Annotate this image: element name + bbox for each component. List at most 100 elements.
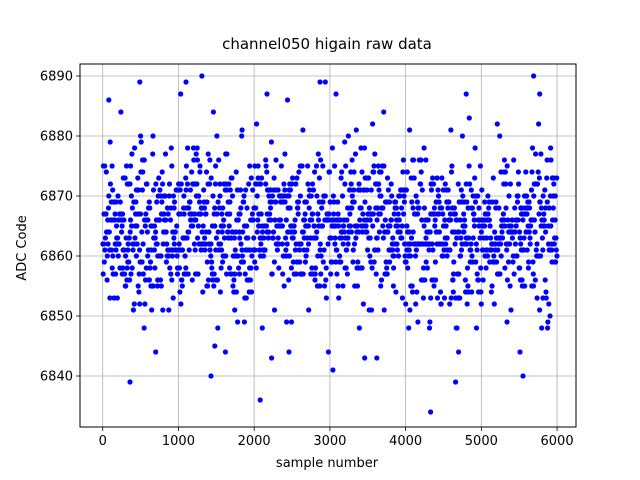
data-point [223, 253, 229, 259]
data-point [120, 265, 126, 271]
data-point [406, 325, 412, 331]
data-point [338, 259, 344, 265]
data-point [334, 271, 340, 277]
data-point [376, 229, 382, 235]
data-point [399, 205, 405, 211]
data-point [144, 181, 150, 187]
data-point [344, 271, 350, 277]
data-point [489, 283, 495, 289]
data-point [186, 205, 192, 211]
x-tick-label: 6000 [541, 434, 574, 449]
data-point [431, 283, 437, 289]
data-point [353, 235, 359, 241]
data-point [491, 253, 497, 259]
data-point [316, 175, 322, 181]
data-point [508, 223, 514, 229]
outlier-point [127, 379, 133, 385]
data-point [159, 169, 165, 175]
data-point [378, 283, 384, 289]
data-point [478, 229, 484, 235]
data-point [348, 181, 354, 187]
data-point [394, 247, 400, 253]
data-point [486, 217, 492, 223]
data-point [127, 217, 134, 223]
data-point [335, 283, 341, 289]
data-point [201, 187, 207, 193]
data-point [427, 319, 433, 325]
data-point [272, 217, 278, 223]
data-point [238, 205, 244, 211]
data-point [141, 325, 147, 331]
data-point [407, 127, 413, 133]
data-point [308, 193, 314, 199]
data-point [109, 163, 115, 169]
outlier-point [286, 349, 292, 355]
data-point [293, 271, 299, 277]
data-point [537, 253, 544, 259]
data-point [375, 247, 381, 253]
data-point [526, 259, 532, 265]
outlier-point [153, 349, 159, 355]
data-point [332, 241, 338, 247]
data-point [139, 187, 145, 193]
data-point [306, 307, 312, 313]
data-point [117, 199, 123, 205]
data-point [194, 181, 200, 187]
data-point [445, 187, 451, 193]
data-point [267, 205, 274, 211]
data-point [356, 229, 362, 235]
data-point [335, 223, 342, 229]
data-point [527, 241, 533, 247]
data-point [211, 271, 217, 277]
data-point [534, 295, 540, 301]
data-point [130, 247, 136, 253]
data-point [177, 289, 183, 295]
data-point [393, 199, 399, 205]
data-point [120, 211, 126, 217]
data-point [137, 247, 143, 253]
data-point [426, 325, 433, 331]
data-point [529, 169, 535, 175]
data-point [147, 265, 153, 271]
data-point [160, 307, 166, 313]
data-point [531, 217, 538, 223]
data-point [292, 247, 298, 253]
data-point [499, 235, 506, 241]
data-point [534, 181, 541, 187]
y-axis-ticks: 6840 6850 6860 6870 6880 6890 [40, 70, 80, 385]
data-point [524, 193, 530, 199]
data-point [217, 181, 223, 187]
data-point [434, 295, 441, 301]
data-point [348, 229, 354, 235]
data-point [156, 175, 162, 181]
data-point [357, 217, 363, 223]
data-point [541, 223, 548, 229]
outlier-point [212, 343, 218, 349]
data-point [380, 235, 386, 241]
data-point [254, 121, 260, 127]
data-point [239, 127, 245, 133]
data-point [430, 181, 437, 187]
data-point [495, 247, 501, 253]
data-point [200, 289, 206, 295]
data-point [553, 259, 559, 265]
outlier-point [137, 79, 143, 85]
data-point [217, 193, 223, 199]
data-point [464, 199, 470, 205]
data-point [121, 217, 127, 223]
data-point [295, 199, 302, 205]
data-point [322, 193, 328, 199]
data-point [305, 163, 311, 169]
data-point [283, 247, 289, 253]
data-point [283, 217, 289, 223]
data-point [123, 283, 129, 289]
data-point [536, 211, 542, 217]
data-point [287, 205, 293, 211]
data-point [432, 217, 438, 223]
data-point [415, 319, 421, 325]
data-point [256, 247, 262, 253]
data-point [345, 133, 351, 139]
data-point [454, 235, 460, 241]
data-point [260, 253, 267, 259]
data-point [456, 271, 462, 277]
